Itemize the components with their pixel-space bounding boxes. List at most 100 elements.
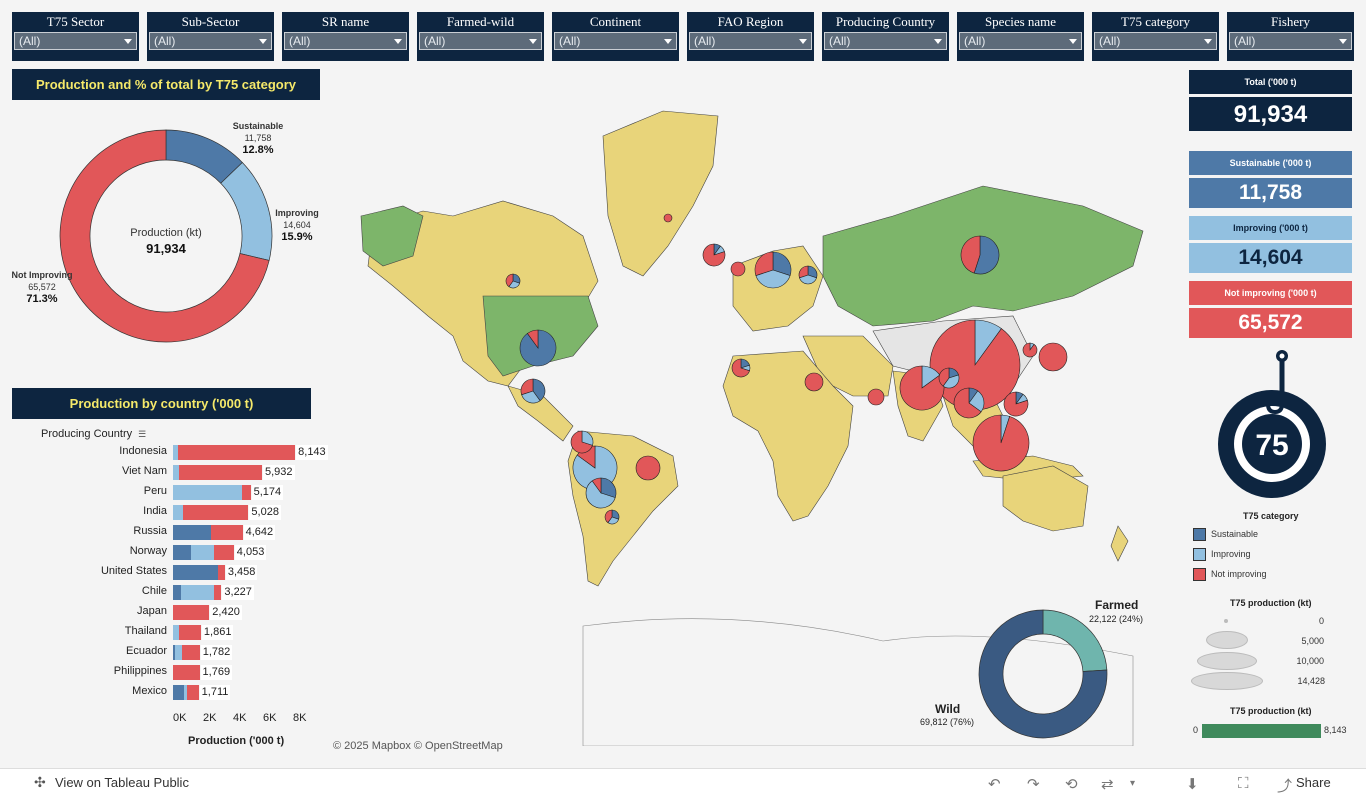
donut-slice-wild[interactable] (978, 609, 1108, 739)
column-header-label: Producing Country (41, 428, 133, 440)
share-icon[interactable]: ⤴ (1277, 778, 1293, 795)
map-africa (722, 350, 854, 522)
legend-item-sustainable[interactable]: Sustainable (1193, 527, 1258, 542)
bar-segment-not-improving[interactable] (179, 625, 201, 640)
bar-segment-improving[interactable] (173, 505, 183, 520)
bar-segment-not-improving[interactable] (210, 525, 243, 540)
bar-value-label: 2,420 (210, 605, 242, 620)
bar-segment-improving[interactable] (183, 685, 188, 700)
column-header[interactable]: Producing Country ☰ (41, 428, 146, 440)
donut-label-improving: Improving 14,604 15.9% (267, 207, 327, 243)
chevron-down-icon[interactable] (394, 39, 402, 44)
filter-sr-name: SR name (All) (282, 12, 409, 61)
filter-dropdown[interactable]: (All) (959, 32, 1082, 50)
kpi-improving-value: 14,604 (1189, 243, 1352, 273)
chevron-down-icon[interactable] (664, 39, 672, 44)
bar-segment-improving[interactable] (173, 485, 242, 500)
size-legend-label: 10,000 (1296, 656, 1324, 666)
country-bar-row[interactable]: Thailand 1,861 (12, 623, 312, 643)
filter-label: SR name (321, 14, 370, 29)
country-bar-row[interactable]: Mexico 1,711 (12, 683, 312, 703)
filter-dropdown[interactable]: (All) (149, 32, 272, 50)
bar-segment-not-improving[interactable] (218, 565, 225, 580)
country-bar-row[interactable]: United States 3,458 (12, 563, 312, 583)
country-name: Peru (143, 485, 167, 497)
bar-segment-not-improving[interactable] (182, 645, 200, 660)
bar-segment-sustainable[interactable] (173, 525, 211, 540)
chevron-down-icon[interactable] (1339, 39, 1347, 44)
fullscreen-icon[interactable]: ⛶ (1238, 775, 1249, 792)
bar-segment-not-improving[interactable] (178, 445, 296, 460)
filter-dropdown[interactable]: (All) (554, 32, 677, 50)
bar-value-label: 4,642 (243, 525, 276, 540)
bar-segment-not-improving[interactable] (242, 485, 251, 500)
download-icon[interactable]: ⬇ (1186, 776, 1199, 793)
bar-segment-not-improving[interactable] (173, 665, 200, 680)
country-bar-row[interactable]: Russia 4,642 (12, 523, 312, 543)
map-attribution[interactable]: © 2025 Mapbox © OpenStreetMap (333, 740, 503, 752)
bar-segment-improving[interactable] (173, 465, 179, 480)
country-bar-row[interactable]: Viet Nam 5,932 (12, 463, 312, 483)
country-bar-row[interactable]: Norway 4,053 (12, 543, 312, 563)
bar-segment-improving[interactable] (173, 625, 179, 640)
bar-segment-not-improving[interactable] (173, 605, 210, 620)
bar-segment-not-improving[interactable] (214, 585, 222, 600)
filter-dropdown[interactable]: (All) (14, 32, 137, 50)
bar-segment-improving[interactable] (181, 585, 215, 600)
donut-slice-not-improving[interactable] (59, 129, 270, 343)
country-name: Mexico (132, 685, 167, 697)
donut-slice-improving[interactable] (220, 161, 273, 261)
filter-dropdown[interactable]: (All) (284, 32, 407, 50)
chevron-down-icon[interactable] (799, 39, 807, 44)
bar-segment-sustainable[interactable] (173, 565, 218, 580)
bar-value-label: 5,932 (262, 465, 295, 480)
country-bar-row[interactable]: Chile 3,227 (12, 583, 312, 603)
redo-icon[interactable]: ↷ (1027, 776, 1040, 793)
donut-center-label: Production (kt) (130, 227, 202, 239)
filter-dropdown[interactable]: (All) (1094, 32, 1217, 50)
bar-segment-sustainable[interactable] (173, 545, 191, 560)
bar-segment-improving[interactable] (173, 445, 179, 460)
chevron-down-icon[interactable] (1069, 39, 1077, 44)
filter-dropdown[interactable]: (All) (1229, 32, 1352, 50)
country-bar-row[interactable]: Indonesia 8,143 (12, 443, 328, 463)
chevron-down-icon[interactable] (1204, 39, 1212, 44)
chevron-down-icon[interactable] (529, 39, 537, 44)
bar-segment-not-improving[interactable] (213, 545, 234, 560)
view-on-tableau-link[interactable]: View on Tableau Public (55, 775, 189, 790)
country-bar-row[interactable]: Ecuador 1,782 (12, 643, 312, 663)
refresh-icon[interactable]: ⇄ (1101, 776, 1114, 793)
donut-center-value: 91,934 (146, 241, 186, 256)
bar-segment-not-improving[interactable] (187, 685, 199, 700)
donut-label-value: 65,572 (28, 282, 56, 292)
country-bar-row[interactable]: India 5,028 (12, 503, 312, 523)
legend-item-improving[interactable]: Improving (1193, 547, 1251, 562)
bar-segment-improving[interactable] (191, 545, 214, 560)
country-bar-row[interactable]: Japan 2,420 (12, 603, 312, 623)
sort-icon[interactable]: ☰ (138, 429, 147, 439)
chevron-down-icon[interactable] (124, 39, 132, 44)
chevron-down-icon[interactable]: ▾ (1130, 778, 1136, 789)
legend-item-not-improving[interactable]: Not improving (1193, 567, 1267, 582)
bar-segment-improving[interactable] (175, 645, 182, 660)
chevron-down-icon[interactable] (934, 39, 942, 44)
revert-icon[interactable]: ⟲ (1065, 776, 1078, 793)
filter-dropdown[interactable]: (All) (824, 32, 947, 50)
undo-icon[interactable]: ↶ (988, 776, 1001, 793)
country-bar-row[interactable]: Philippines 1,769 (12, 663, 312, 683)
bar-segment-not-improving[interactable] (179, 465, 262, 480)
bar-segment-sustainable[interactable] (173, 645, 176, 660)
donut-label-name: Sustainable (232, 121, 284, 131)
legend-swatch (1193, 548, 1206, 562)
farmed-value: 22,122 (24%) (1089, 614, 1144, 624)
country-bar-row[interactable]: Peru 5,174 (12, 483, 312, 503)
bar-segment-sustainable[interactable] (173, 585, 182, 600)
chevron-down-icon[interactable] (259, 39, 267, 44)
bar-segment-not-improving[interactable] (182, 505, 249, 520)
filter-dropdown[interactable]: (All) (689, 32, 812, 50)
filter-dropdown[interactable]: (All) (419, 32, 542, 50)
share-button[interactable]: Share (1296, 775, 1331, 790)
size-legend-marker (1197, 652, 1257, 670)
size-legend-marker (1191, 672, 1263, 690)
bar-segment-sustainable[interactable] (173, 685, 184, 700)
